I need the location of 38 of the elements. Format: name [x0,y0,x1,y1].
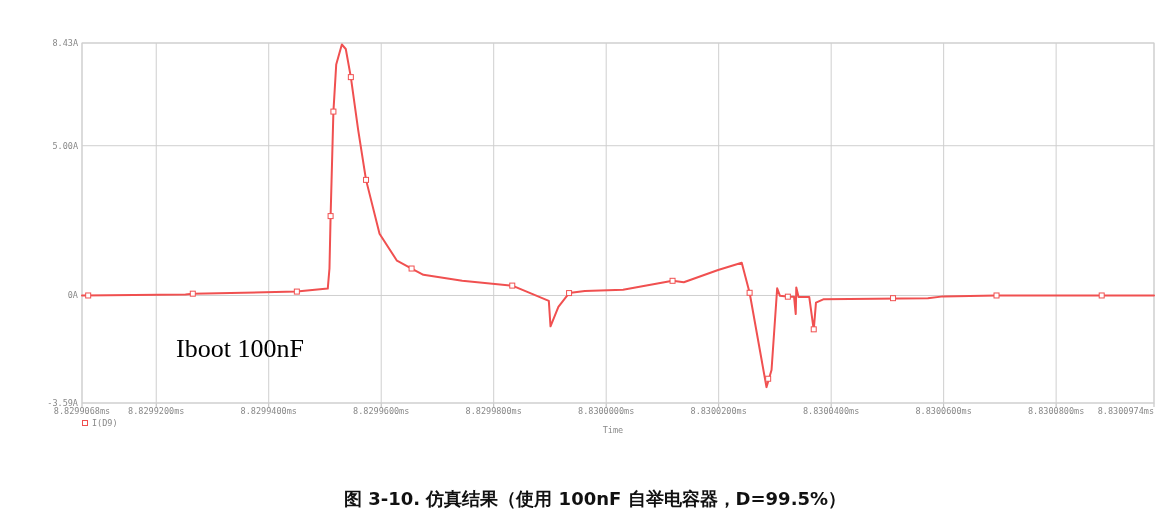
x-tick-label: 8.8300600ms [915,406,972,416]
point [993,292,1000,299]
point [810,326,817,333]
x-tick-label: 8.8300000ms [578,406,635,416]
x-tick-label: 8.8300974ms [1097,406,1154,416]
point [189,290,196,297]
legend-label: I(D9) [92,418,118,428]
x-axis-title: Time [602,425,624,435]
legend: I(D9) [82,418,118,428]
point [784,293,791,300]
point [363,176,370,183]
y-tick-label: -3.59A [47,398,78,408]
y-tick-label: 0A [67,290,78,301]
text: 图 3-10. 仿真结果（使用 100nF 自举电容器，D=99.5%） [343,488,847,509]
annotation: Iboot 100nF [176,334,304,363]
x-tick-label: 8.8300400ms [803,406,860,416]
point [85,292,92,299]
point [890,295,897,302]
x-tick-label: 8.8299400ms [240,406,297,416]
x-tick-label: 8.8300800ms [1027,406,1085,416]
x-tick-label: 8.8299800ms [465,406,522,416]
x-tick-label: 8.8299600ms [353,406,410,416]
x-tick-label: 8.8299200ms [128,406,185,416]
y-tick-label: 8.43A [52,38,78,48]
point [669,277,676,284]
x-tick-label: 8.8300200ms [690,406,747,416]
point [746,289,753,296]
x-tick-label: 8.8299068ms [53,406,111,416]
y-tick-label: 5.00A [52,140,78,151]
point [765,375,772,382]
point [327,213,334,220]
point [330,108,337,115]
point [509,282,516,289]
point [566,290,573,297]
point [347,74,354,81]
point [293,288,300,295]
point [1098,292,1105,299]
point [408,265,415,272]
